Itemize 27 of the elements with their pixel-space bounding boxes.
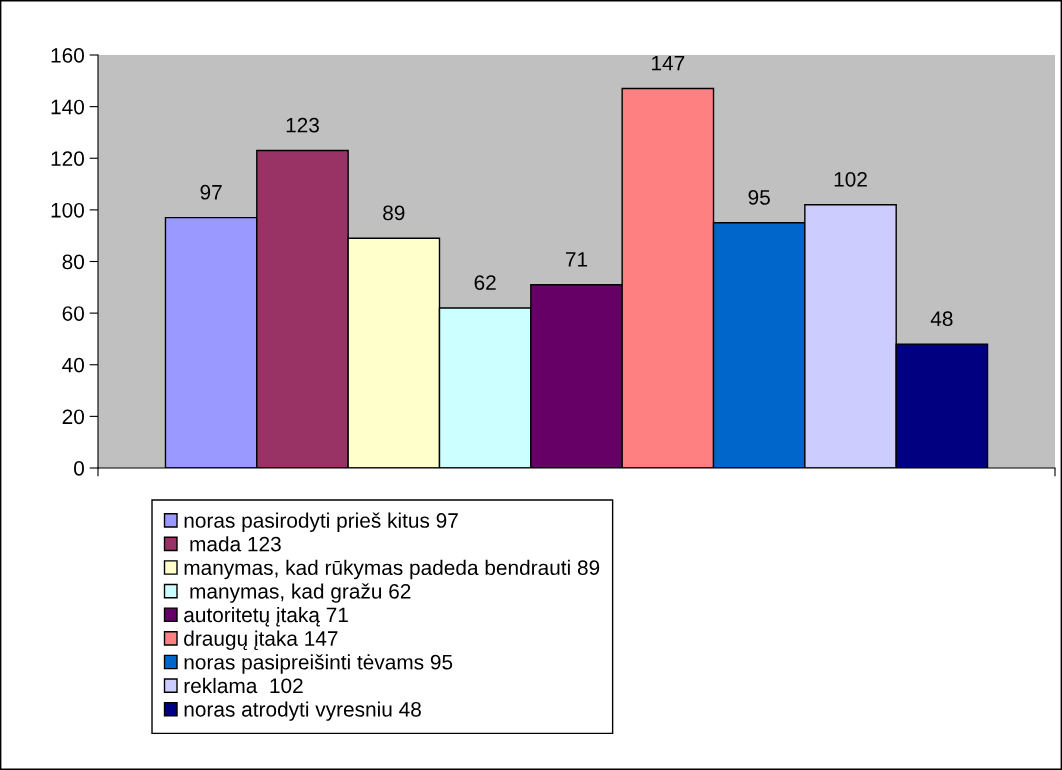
data-label: 102	[834, 171, 867, 187]
y-tick-label: 40	[62, 357, 84, 373]
y-tick-label: 0	[74, 461, 84, 476]
legend-label: mada 123	[190, 536, 281, 552]
legend-label: manymas, kad gražu 62	[190, 583, 411, 603]
y-tick-label: 160	[51, 48, 84, 63]
legend-label: autoritetų įtaką 71	[184, 606, 348, 627]
data-label: 71	[565, 252, 588, 267]
legend-label: draugų įtaka 147	[184, 630, 338, 651]
data-label: 89	[383, 205, 405, 221]
data-label: 123	[286, 117, 319, 133]
legend-label: noras pasirodyti prieš kitus 97	[184, 512, 458, 532]
data-label: 48	[930, 311, 953, 327]
legend-label: noras pasipreišinti tėvams 95	[184, 654, 453, 674]
data-label: 97	[200, 184, 222, 200]
data-label: 95	[748, 190, 770, 205]
legend-label: noras atrodyti vyresniu 48	[184, 701, 421, 721]
legend-label: manymas, kad rūkymas padeda bendrauti 89	[184, 559, 600, 580]
data-label: 147	[652, 56, 685, 71]
y-tick-label: 20	[62, 409, 84, 425]
data-label: 62	[474, 275, 496, 290]
y-tick-label: 60	[62, 306, 84, 321]
y-tick-label: 80	[62, 254, 84, 270]
y-tick-label: 100	[51, 202, 84, 218]
legend-label: reklama 102	[184, 677, 303, 694]
y-tick-label: 140	[51, 99, 84, 115]
y-tick-label: 120	[51, 151, 84, 166]
